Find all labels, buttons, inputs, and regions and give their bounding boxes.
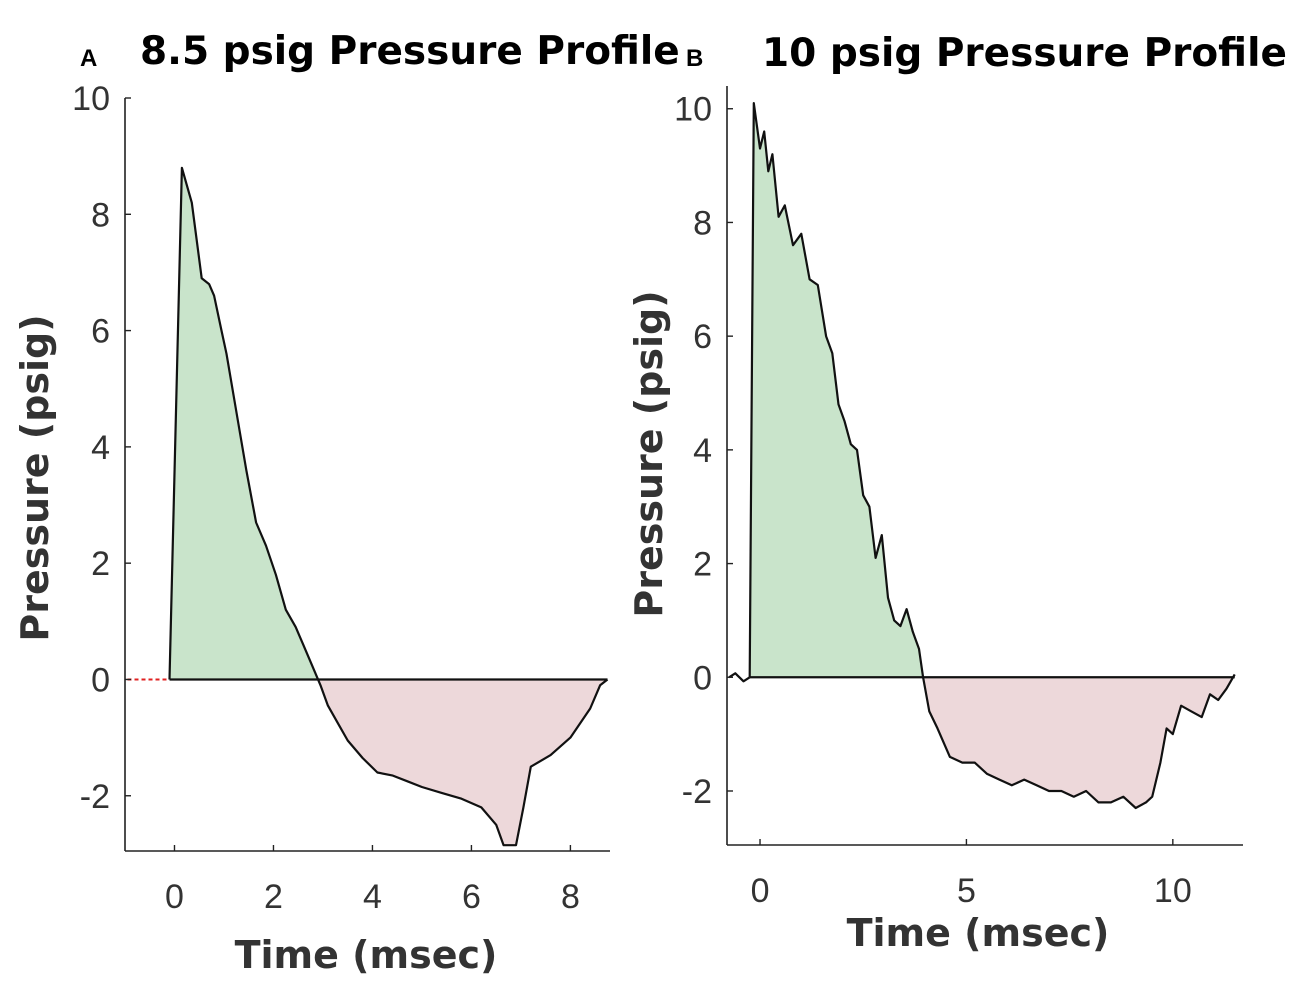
y-tick-label: 0 [693,659,712,697]
panel-a-chart: A 8.5 psig Pressure Profile -2 0 2 4 6 8 10 0 2 4… [13,29,680,977]
y-tick-label: 10 [72,80,110,118]
y-tick-label: 2 [693,546,712,584]
panel-b-ticks: -2 0 2 4 6 8 10 0 5 10 [674,91,1192,910]
positive-pressure-area [749,103,1235,678]
y-tick-label: -2 [80,778,110,816]
panel-a-y-axis-label: Pressure (psig) [13,314,57,641]
x-tick-label: 4 [363,878,382,916]
panel-b-positive-area [749,103,1235,678]
x-tick-label: 2 [264,878,283,916]
negative-pressure-area [749,677,1235,808]
y-tick-label: 8 [693,204,712,242]
y-tick-label: 10 [674,91,712,129]
panel-a-x-axis-label: Time (msec) [235,933,498,977]
panel-b-x-axis-label: Time (msec) [847,911,1110,955]
x-tick-label: 0 [165,878,184,916]
panel-b-series [748,101,1236,810]
y-tick-label: 6 [693,318,712,356]
panel-b-negative-area [749,677,1235,808]
x-tick-label: 8 [561,878,580,916]
y-tick-label: 4 [91,429,110,467]
x-tick-label: 6 [462,878,481,916]
pre-trigger-baseline [728,672,751,683]
panel-b-letter: B [686,45,703,72]
panel-b-pre-baseline [728,672,751,683]
y-tick-label: 0 [91,661,110,699]
pressure-trace [168,166,609,847]
pressure-trace [748,101,1236,810]
panel-a-ticks: -2 0 2 4 6 8 10 0 2 4 6 8 [72,80,580,916]
y-tick-label: 4 [693,432,712,470]
x-tick-label: 10 [1154,872,1192,910]
panel-a-positive-area [169,167,608,680]
panel-a-title: 8.5 psig Pressure Profile [140,29,680,74]
panel-a-negative-area [169,679,608,846]
panel-b-y-axis-label: Pressure (psig) [627,290,671,617]
positive-pressure-area [169,167,608,680]
x-tick-label: 0 [751,872,770,910]
y-tick-label: 6 [91,313,110,351]
y-tick-label: 8 [91,196,110,234]
y-tick-label: 2 [91,545,110,583]
negative-pressure-area [169,679,608,846]
panel-b-chart: B 10 psig Pressure Profile -2 0 2 4 6 8 10 0 5 10… [627,31,1287,955]
panel-b-axes [726,86,1243,846]
panel-a-axes [124,98,610,852]
panel-a-letter: A [80,45,97,72]
x-tick-label: 5 [957,872,976,910]
panel-b-title: 10 psig Pressure Profile [762,31,1287,76]
panel-a-series [168,166,609,847]
y-tick-label: -2 [682,773,712,811]
